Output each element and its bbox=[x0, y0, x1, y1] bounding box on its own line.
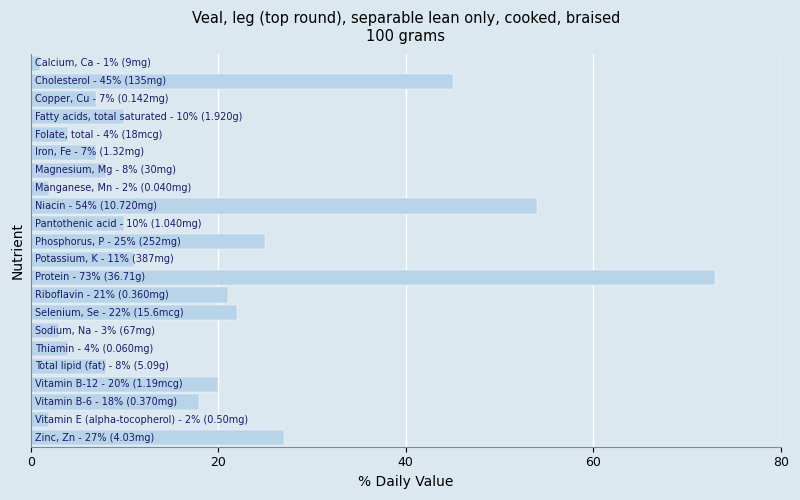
Bar bbox=[30, 306, 237, 320]
Bar bbox=[30, 92, 96, 106]
Text: Copper, Cu - 7% (0.142mg): Copper, Cu - 7% (0.142mg) bbox=[35, 94, 169, 104]
Text: Iron, Fe - 7% (1.32mg): Iron, Fe - 7% (1.32mg) bbox=[35, 148, 145, 158]
Text: Sodium, Na - 3% (67mg): Sodium, Na - 3% (67mg) bbox=[35, 326, 155, 336]
Bar bbox=[30, 198, 537, 214]
Bar bbox=[30, 359, 106, 374]
Bar bbox=[30, 145, 96, 160]
Bar bbox=[30, 341, 68, 356]
Text: Vitamin B-12 - 20% (1.19mcg): Vitamin B-12 - 20% (1.19mcg) bbox=[35, 379, 183, 389]
Bar bbox=[30, 216, 125, 232]
Text: Cholesterol - 45% (135mg): Cholesterol - 45% (135mg) bbox=[35, 76, 166, 86]
Bar bbox=[30, 252, 134, 267]
Bar bbox=[30, 127, 68, 142]
Bar bbox=[30, 270, 715, 285]
Bar bbox=[30, 74, 453, 88]
Text: Folate, total - 4% (18mcg): Folate, total - 4% (18mcg) bbox=[35, 130, 162, 140]
Bar bbox=[30, 412, 50, 428]
Title: Veal, leg (top round), separable lean only, cooked, braised
100 grams: Veal, leg (top round), separable lean on… bbox=[191, 11, 620, 44]
Y-axis label: Nutrient: Nutrient bbox=[11, 222, 25, 279]
X-axis label: % Daily Value: % Daily Value bbox=[358, 475, 454, 489]
Bar bbox=[30, 180, 50, 196]
Bar bbox=[30, 430, 284, 446]
Text: Total lipid (fat) - 8% (5.09g): Total lipid (fat) - 8% (5.09g) bbox=[35, 362, 170, 372]
Bar bbox=[30, 234, 265, 249]
Text: Selenium, Se - 22% (15.6mcg): Selenium, Se - 22% (15.6mcg) bbox=[35, 308, 184, 318]
Text: Manganese, Mn - 2% (0.040mg): Manganese, Mn - 2% (0.040mg) bbox=[35, 183, 192, 193]
Text: Phosphorus, P - 25% (252mg): Phosphorus, P - 25% (252mg) bbox=[35, 236, 181, 246]
Text: Thiamin - 4% (0.060mg): Thiamin - 4% (0.060mg) bbox=[35, 344, 154, 353]
Text: Calcium, Ca - 1% (9mg): Calcium, Ca - 1% (9mg) bbox=[35, 58, 151, 68]
Text: Potassium, K - 11% (387mg): Potassium, K - 11% (387mg) bbox=[35, 254, 174, 264]
Bar bbox=[30, 162, 106, 178]
Bar bbox=[30, 323, 59, 338]
Bar bbox=[30, 376, 218, 392]
Text: Vitamin B-6 - 18% (0.370mg): Vitamin B-6 - 18% (0.370mg) bbox=[35, 397, 178, 407]
Bar bbox=[30, 56, 40, 71]
Bar bbox=[30, 109, 125, 124]
Text: Fatty acids, total saturated - 10% (1.920g): Fatty acids, total saturated - 10% (1.92… bbox=[35, 112, 242, 122]
Bar bbox=[30, 288, 228, 302]
Text: Vitamin E (alpha-tocopherol) - 2% (0.50mg): Vitamin E (alpha-tocopherol) - 2% (0.50m… bbox=[35, 415, 249, 425]
Text: Magnesium, Mg - 8% (30mg): Magnesium, Mg - 8% (30mg) bbox=[35, 166, 176, 175]
Text: Niacin - 54% (10.720mg): Niacin - 54% (10.720mg) bbox=[35, 201, 158, 211]
Bar bbox=[30, 394, 199, 409]
Text: Riboflavin - 21% (0.360mg): Riboflavin - 21% (0.360mg) bbox=[35, 290, 169, 300]
Text: Pantothenic acid - 10% (1.040mg): Pantothenic acid - 10% (1.040mg) bbox=[35, 219, 202, 229]
Text: Zinc, Zn - 27% (4.03mg): Zinc, Zn - 27% (4.03mg) bbox=[35, 432, 154, 442]
Text: Protein - 73% (36.71g): Protein - 73% (36.71g) bbox=[35, 272, 146, 282]
